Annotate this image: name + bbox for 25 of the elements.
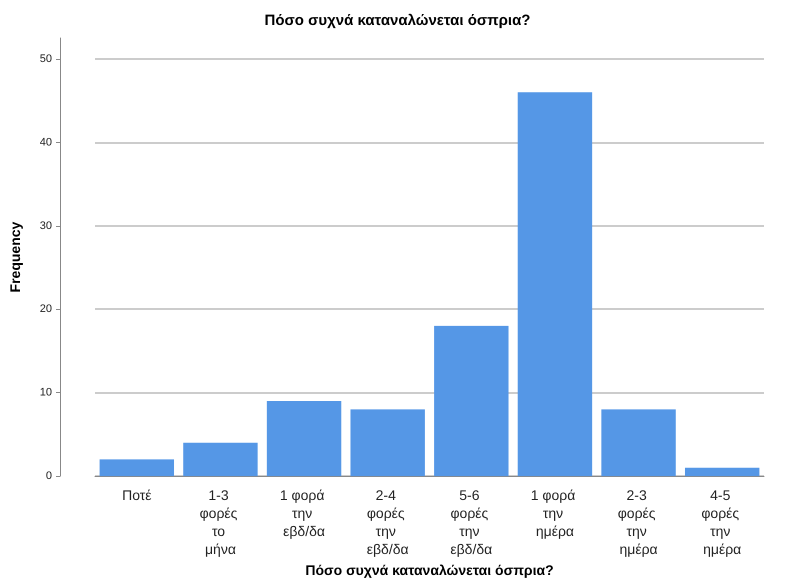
- bar: [100, 459, 174, 476]
- x-tick-label: 1-3 φορές το μήνα: [200, 487, 242, 558]
- bar: [183, 442, 258, 476]
- bar: [350, 409, 425, 476]
- x-tick-label: 2-4 φορές την εβδ/δα: [366, 487, 409, 558]
- bar: [434, 326, 509, 476]
- x-tick-label: 4-5 φορές την ημέρα: [701, 487, 744, 558]
- y-tick-label: 10: [40, 386, 52, 399]
- x-tick-label: 5-6 φορές την εβδ/δα: [450, 487, 492, 558]
- y-tick-label: 30: [40, 220, 52, 232]
- bar: [266, 400, 342, 476]
- bar: [601, 409, 676, 476]
- y-tick-label: 0: [46, 470, 52, 482]
- y-tick-label: 20: [40, 303, 52, 316]
- bar: [518, 92, 592, 476]
- chart-title: Πόσο συχνά καταναλώνεται όσπρια?: [264, 12, 530, 29]
- y-tick-label: 50: [40, 52, 52, 65]
- y-tick-label: 40: [40, 136, 52, 148]
- x-tick-label: Ποτέ: [122, 487, 152, 504]
- x-tick-label: 1 φορά την ημέρα: [530, 487, 580, 540]
- x-tick-label: 2-3 φορές την ημέρα: [618, 487, 660, 558]
- y-axis-title: Frequency: [7, 221, 23, 292]
- x-axis-title: Πόσο συχνά καταναλώνεται όσπρια?: [305, 562, 554, 578]
- x-tick-label: 1 φορά την εβδ/δα: [280, 487, 328, 540]
- bar: [684, 468, 760, 476]
